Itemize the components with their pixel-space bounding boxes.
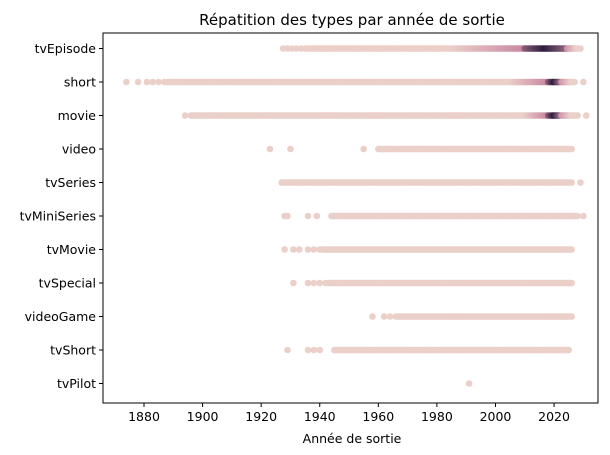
point-short: [155, 78, 162, 86]
y-tick-label-videoGame: videoGame: [25, 309, 97, 324]
point-tvMovie: [295, 246, 303, 253]
point-short: [134, 78, 142, 86]
point-tvMovie: [281, 246, 288, 253]
point-videoGame: [380, 313, 388, 320]
y-tick-label-tvShort: tvShort: [50, 343, 96, 358]
point-tvShort: [316, 346, 324, 354]
x-tick-label-1960: 1960: [362, 409, 394, 424]
point-movie: [181, 112, 189, 119]
point-tvPilot: [465, 380, 473, 387]
data-points: [123, 45, 590, 387]
point-video: [360, 145, 367, 153]
point-tvMiniSeries: [580, 212, 587, 220]
x-tick-label-1920: 1920: [245, 409, 277, 424]
point-tvSpecial: [290, 279, 297, 287]
point-video: [568, 145, 575, 153]
x-tick-label-1940: 1940: [304, 409, 336, 424]
point-tvSpecial: [316, 279, 324, 287]
point-video: [287, 145, 294, 153]
y-tick-label-video: video: [62, 142, 96, 157]
y-tick-label-tvMovie: tvMovie: [47, 242, 97, 257]
point-tvSeries: [568, 179, 575, 186]
point-tvSpecial: [568, 279, 575, 287]
point-short: [580, 78, 587, 86]
point-tvShort: [304, 346, 312, 354]
point-tvSeries: [577, 179, 584, 186]
point-tvMovie: [304, 246, 312, 253]
x-axis-label: Année de sortie: [303, 431, 402, 446]
point-short: [149, 78, 157, 86]
x-tick-label-2000: 2000: [480, 409, 512, 424]
y-tick-label-movie: movie: [58, 108, 97, 123]
point-tvMovie: [290, 246, 297, 253]
point-movie: [582, 112, 590, 119]
y-tick-label-tvEpisode: tvEpisode: [35, 41, 97, 56]
y-tick-label-tvSpecial: tvSpecial: [39, 276, 96, 291]
point-tvMovie: [568, 246, 575, 253]
point-tvEpisode: [577, 45, 584, 52]
point-tvShort: [310, 346, 318, 354]
point-tvShort: [565, 346, 573, 354]
point-tvMiniSeries: [304, 212, 312, 220]
point-tvMiniSeries: [313, 212, 321, 220]
point-tvSpecial: [310, 279, 318, 287]
point-videoGame: [369, 313, 376, 320]
x-tick-label-1900: 1900: [187, 409, 219, 424]
point-video: [266, 145, 274, 153]
point-short: [143, 78, 151, 86]
x-tick-label-1880: 1880: [128, 409, 160, 424]
chart-title: Répatition des types par année de sortie: [199, 11, 505, 29]
y-tick-label-tvMiniSeries: tvMiniSeries: [20, 209, 96, 224]
x-tick-label-1980: 1980: [421, 409, 453, 424]
point-tvMiniSeries: [284, 212, 291, 220]
point-videoGame: [568, 313, 575, 320]
plot-frame: [102, 32, 599, 404]
point-movie: [574, 112, 581, 119]
x-tick-label-2020: 2020: [538, 409, 570, 424]
y-tick-label-tvSeries: tvSeries: [45, 175, 96, 190]
point-tvMovie: [310, 246, 318, 253]
point-tvSpecial: [304, 279, 312, 287]
point-short: [123, 78, 130, 86]
point-tvShort: [284, 346, 291, 354]
y-tick-label-short: short: [64, 75, 96, 90]
y-axis: tvEpisode short movie video tvSeries tvMiniSe…: [20, 41, 103, 391]
point-short: [571, 78, 578, 86]
x-axis: 1880 1900 1920 1940 1960 1980 2000 2020: [128, 403, 570, 424]
y-tick-label-tvPilot: tvPilot: [57, 376, 96, 391]
point-videoGame: [386, 313, 394, 320]
point-tvMiniSeries: [574, 212, 581, 220]
